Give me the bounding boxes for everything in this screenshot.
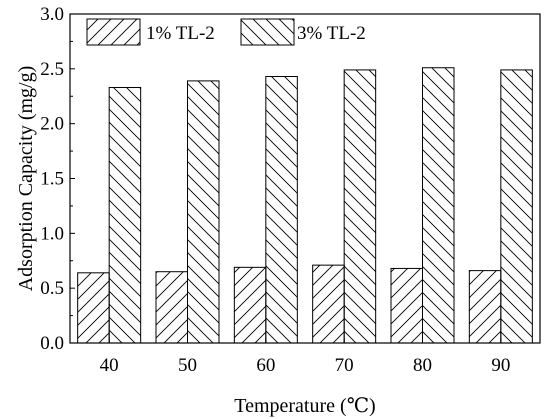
x-axis-title: Temperature (℃) [234, 395, 375, 417]
legend-swatch-2 [240, 18, 295, 46]
x-tick-label: 90 [491, 355, 510, 376]
bar-series1-50 [155, 271, 188, 344]
bar-series2-90 [500, 69, 533, 344]
x-tick-label: 80 [413, 355, 432, 376]
x-tick-label: 60 [256, 355, 275, 376]
legend: 1% TL-2 3% TL-2 [86, 18, 366, 46]
legend-label-1: 1% TL-2 [146, 23, 215, 44]
y-tick-label: 3.0 [40, 4, 64, 25]
bar-series2-40 [108, 86, 142, 344]
x-tick-label: 70 [335, 355, 354, 376]
x-tick-label: 40 [100, 355, 119, 376]
y-tick-label: 1.0 [40, 223, 64, 244]
legend-swatch-1 [86, 18, 141, 46]
y-tick-label: 2.5 [40, 59, 64, 80]
bar-series2-80 [422, 67, 455, 344]
bar-series2-50 [187, 80, 220, 344]
bar-series1-80 [390, 267, 423, 344]
axes-group: 0.0 0.5 1.0 1.5 2.0 2.5 3.0 40 50 60 70 80 90 Tempera… [15, 4, 541, 417]
y-tick-label: 2.0 [40, 114, 64, 135]
y-axis-title: Adsorption Capacity (mg/g) [15, 66, 37, 292]
bars-group [77, 67, 533, 344]
bar-series1-70 [312, 264, 345, 344]
bar-series1-40 [77, 272, 110, 344]
y-tick-label: 0.5 [40, 278, 64, 299]
bar-series2-60 [265, 76, 298, 344]
y-tick-label: 0.0 [40, 333, 64, 354]
bar-series2-70 [343, 69, 377, 344]
legend-label-2: 3% TL-2 [297, 23, 366, 44]
y-tick-label: 1.5 [40, 169, 64, 190]
bar-series1-60 [233, 266, 267, 344]
x-tick-label: 50 [178, 355, 197, 376]
bar-series1-90 [468, 270, 502, 344]
